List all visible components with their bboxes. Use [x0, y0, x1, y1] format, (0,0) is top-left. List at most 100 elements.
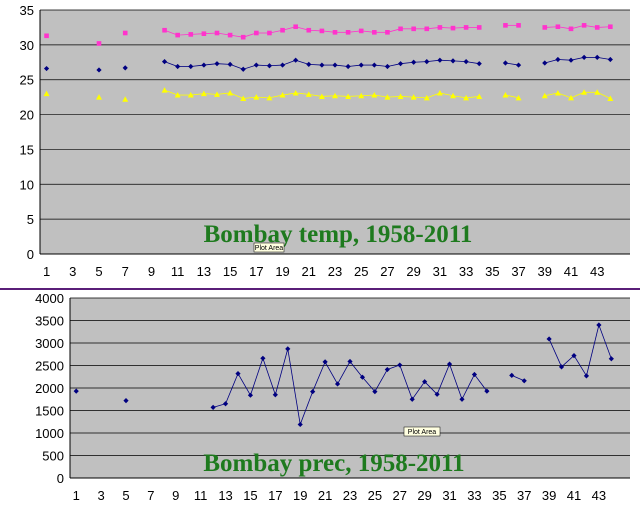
tmin-line-segment — [361, 94, 375, 97]
tmin-line-segment — [387, 96, 401, 98]
plot-area[interactable] — [40, 10, 630, 254]
tmean-point — [424, 58, 430, 65]
x-tick-label: 35 — [485, 264, 499, 279]
prec-line-segment — [436, 363, 450, 395]
x-tick-label: 23 — [328, 264, 342, 279]
x-tick-label: 13 — [218, 488, 232, 503]
tmin-point — [541, 92, 548, 99]
prec-point — [509, 372, 515, 378]
prec-line-segment — [374, 369, 388, 392]
prec-point — [73, 388, 79, 394]
tmin-point — [568, 94, 574, 101]
plot-area-tooltip: Plot Area — [255, 245, 284, 252]
x-tick-label: 21 — [318, 488, 332, 503]
y-tick-label: 30 — [20, 38, 34, 53]
x-tick-label: 19 — [293, 488, 307, 503]
x-tick-label: 29 — [417, 488, 431, 503]
tmin-point — [397, 93, 404, 99]
x-tick-label: 3 — [69, 264, 76, 279]
x-tick-label: 25 — [368, 488, 382, 503]
x-tick-label: 19 — [275, 264, 289, 279]
tmean-point — [397, 61, 404, 67]
tmean-point — [450, 58, 456, 64]
tmin-point — [43, 90, 50, 97]
tmin-point — [423, 94, 430, 101]
prec-point — [571, 353, 577, 359]
tmin-point — [266, 94, 273, 101]
y-tick-label: 25 — [20, 73, 34, 88]
tmean-point — [371, 62, 377, 68]
tmax-point — [372, 30, 377, 35]
tmax-point — [227, 32, 233, 38]
x-tick-label: 27 — [380, 264, 394, 279]
tmin-point — [384, 94, 391, 100]
tmax-point — [280, 27, 285, 33]
tmax-point — [437, 25, 443, 30]
tmean-point — [293, 57, 299, 63]
x-tick-label: 11 — [194, 488, 208, 503]
tmin-point — [476, 93, 483, 99]
tmean-point — [502, 60, 509, 66]
tmin-line-segment — [203, 93, 218, 95]
y-tick-label: 3500 — [35, 314, 64, 329]
tmax-point — [162, 27, 167, 33]
x-tick-label: 5 — [122, 488, 129, 503]
x-tick-label: 37 — [517, 488, 531, 503]
tmean-line-segment — [387, 63, 401, 67]
x-tick-label: 15 — [243, 488, 257, 503]
x-tick-label: 17 — [268, 488, 282, 503]
tmean-point — [201, 62, 207, 68]
prec-line-segment — [387, 364, 400, 370]
tmax-point — [450, 25, 456, 31]
prec-line-segment — [299, 391, 314, 425]
prec-point — [359, 374, 366, 380]
plot-area-tooltip: Plot Area — [408, 429, 437, 436]
tmin-point — [253, 94, 260, 100]
tmean-line-segment — [544, 59, 558, 64]
tmax-point — [319, 28, 325, 34]
x-tick-label: 7 — [122, 264, 129, 279]
x-tick-label: 23 — [343, 488, 357, 503]
tmin-point — [502, 92, 509, 98]
x-tick-label: 43 — [592, 488, 606, 503]
y-tick-label: 15 — [20, 142, 34, 157]
tmax-point — [516, 23, 521, 28]
tmin-line-segment — [466, 96, 480, 99]
tmean-line-segment — [295, 59, 309, 65]
tmax-point — [188, 32, 194, 37]
y-tick-label: 1500 — [35, 404, 64, 419]
tmean-point — [253, 62, 259, 68]
tmean-point — [279, 62, 286, 68]
tmin-line-segment — [216, 92, 231, 95]
tmin-point — [581, 89, 588, 95]
x-tick-label: 39 — [542, 488, 556, 503]
x-tick-label: 43 — [590, 264, 604, 279]
y-tick-label: 20 — [20, 108, 34, 123]
prec-point — [459, 396, 465, 402]
tmin-point — [463, 94, 470, 101]
x-tick-label: 41 — [567, 488, 581, 503]
chart-title: Bombay temp, 1958-2011 — [204, 221, 473, 248]
x-tick-label: 33 — [467, 488, 481, 503]
tmax-point — [581, 23, 587, 28]
prec-line-segment — [287, 348, 301, 425]
tmin-line-segment — [374, 94, 388, 98]
prec-line-segment — [250, 358, 264, 396]
prec-line-segment — [349, 361, 363, 378]
x-tick-label: 1 — [43, 264, 50, 279]
tmax-point — [503, 23, 508, 28]
tmax-point — [424, 26, 430, 32]
tmax-point — [44, 33, 49, 39]
tmean-line-segment — [282, 59, 296, 66]
x-tick-label: 9 — [148, 264, 155, 279]
x-tick-label: 41 — [564, 264, 578, 279]
prec-line-segment — [225, 373, 239, 404]
tmean-point — [411, 59, 417, 65]
tmean-line-segment — [243, 64, 257, 70]
tmean-point — [227, 61, 233, 67]
tmin-point — [607, 95, 614, 102]
y-tick-label: 5 — [27, 212, 34, 227]
prec-point — [272, 392, 278, 398]
tmax-point — [240, 34, 246, 40]
tmin-point — [240, 95, 247, 102]
